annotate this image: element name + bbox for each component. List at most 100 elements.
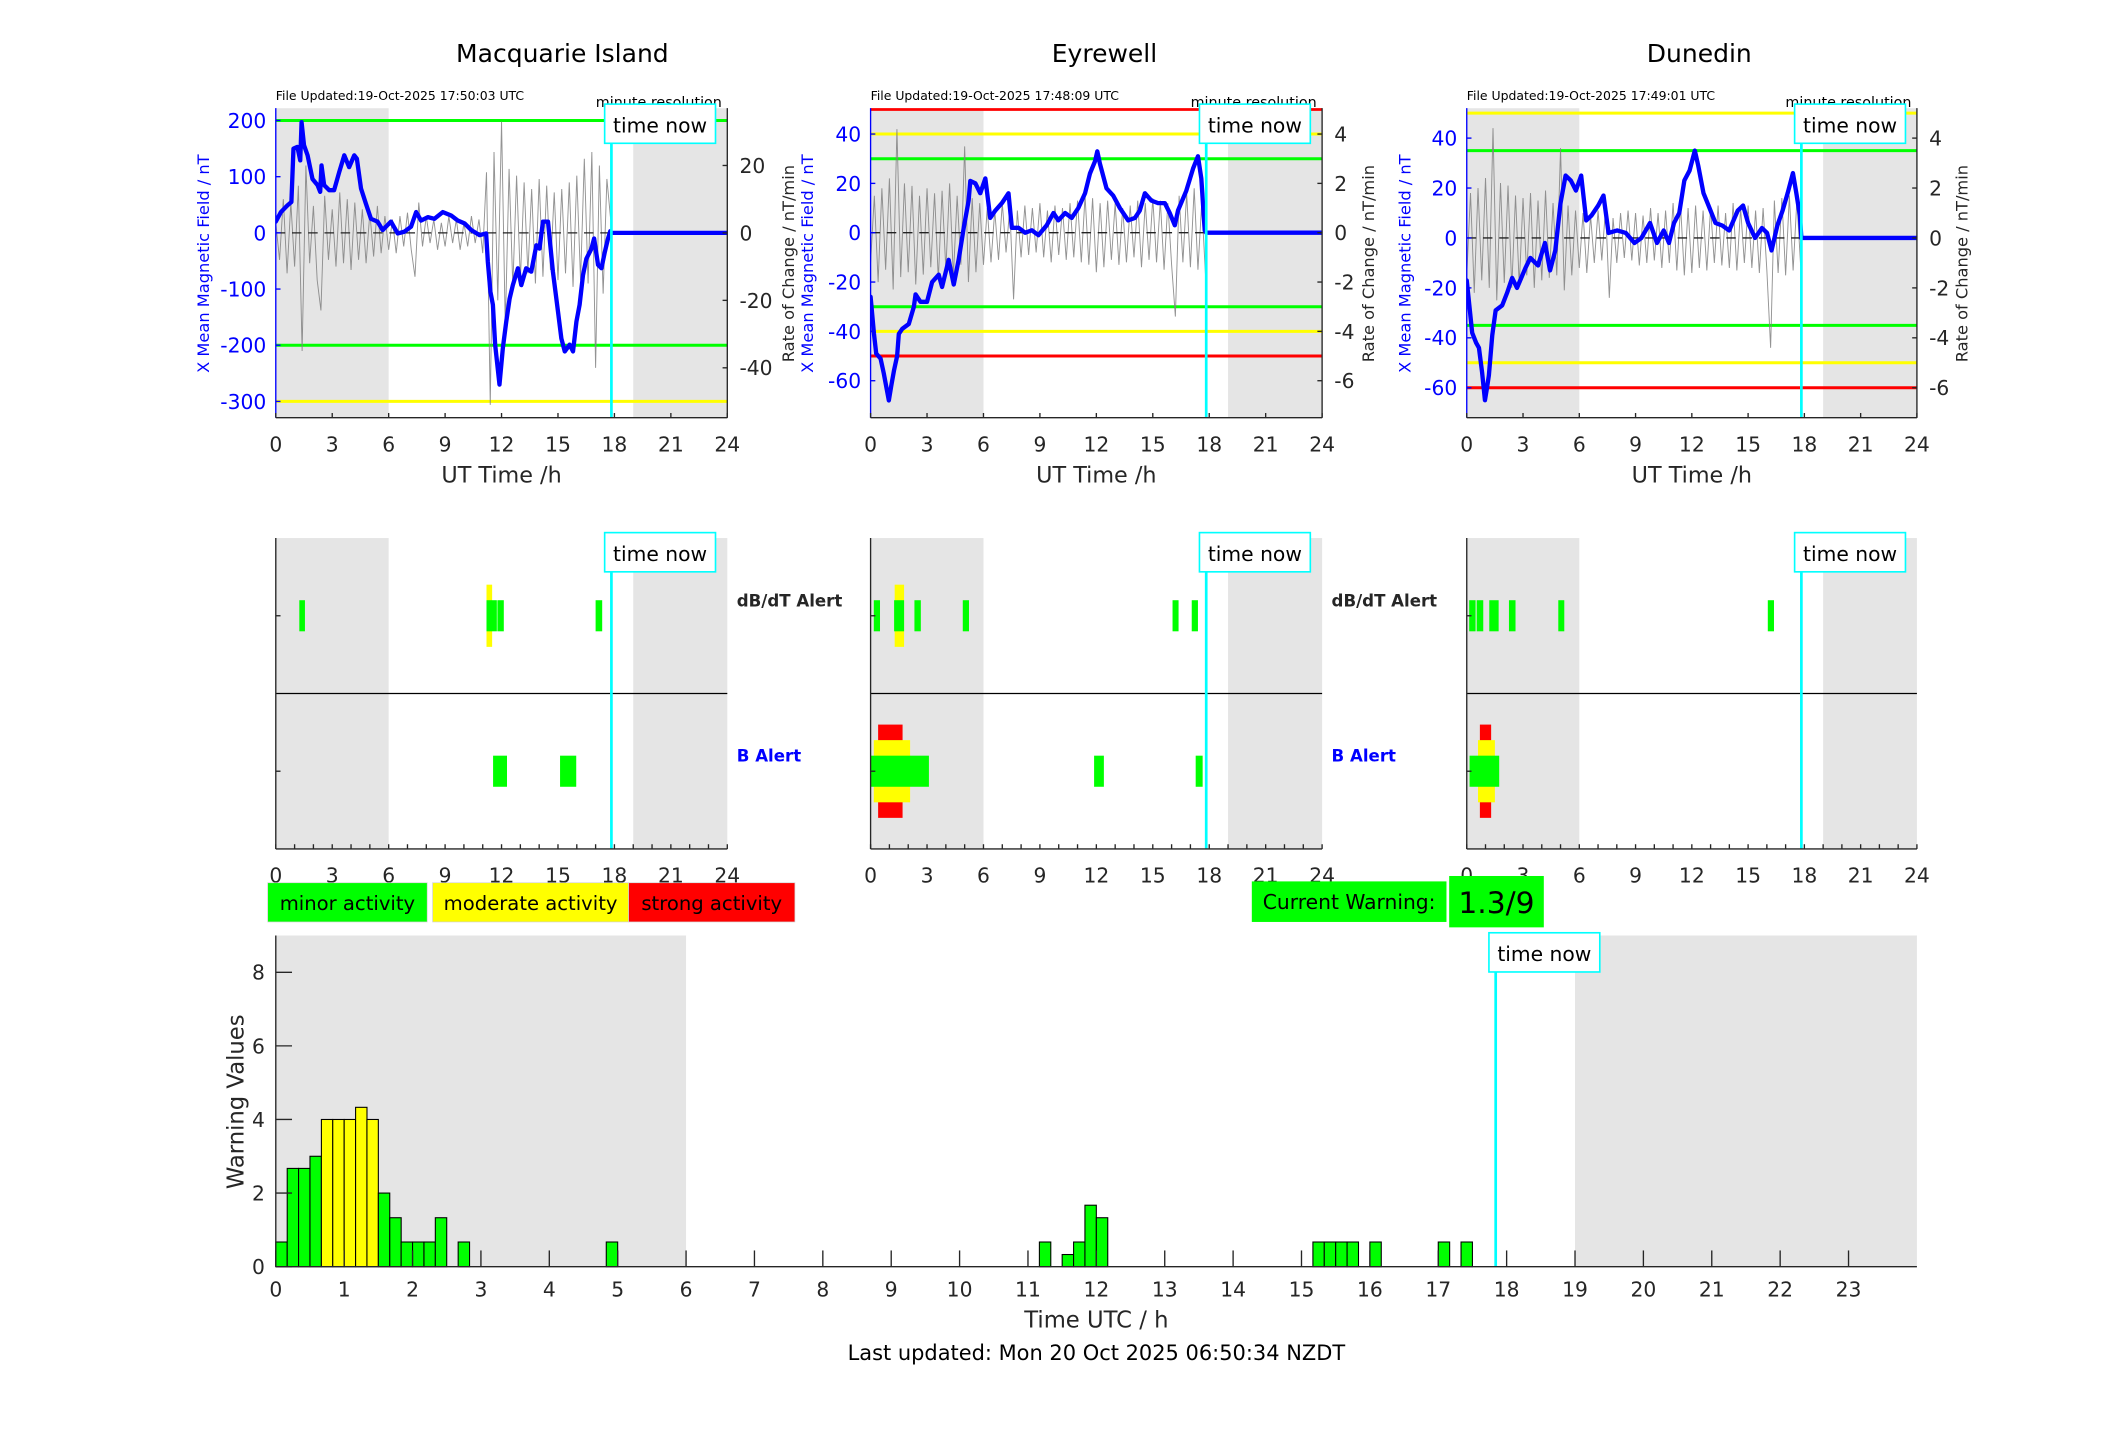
b-row-label: B Alert <box>1332 747 1396 766</box>
x-tick-label: 18 <box>1791 433 1817 457</box>
station-title: Eyrewell <box>1052 39 1157 68</box>
y-right-axis-label: Rate of Change / nT/min <box>779 165 798 362</box>
x-tick-label: 3 <box>474 1277 487 1301</box>
y-right-tick-label: 4 <box>1334 122 1347 146</box>
warning-bar <box>1073 1241 1086 1268</box>
x-tick-label: 12 <box>489 433 515 457</box>
x-tick-label: 8 <box>816 1277 829 1301</box>
time-now-box <box>1488 931 1601 973</box>
time-now-label: time now <box>1803 542 1897 566</box>
dbdt-alert-bar-minor <box>497 600 504 632</box>
time-now-box <box>603 103 717 145</box>
current-warning-value: 1.3/9 <box>1458 886 1534 921</box>
y-right-tick-label: -6 <box>1334 369 1354 393</box>
x-tick-label: 1 <box>338 1277 351 1301</box>
dbdt-alert-bar-minor <box>1767 600 1774 632</box>
warning-bar <box>434 1217 448 1268</box>
dbdt-alert-bar-minor <box>1489 600 1499 632</box>
x-tick-label: 15 <box>1735 864 1761 888</box>
x-axis-label: UT Time /h <box>1632 463 1752 489</box>
y-right-tick-label: 0 <box>1929 226 1942 250</box>
y-right-tick-label: -40 <box>739 356 772 380</box>
x-tick-label: 6 <box>977 864 990 888</box>
y-right-tick-label: 4 <box>1929 127 1942 151</box>
x-tick-label: 3 <box>921 433 934 457</box>
x-tick-label: 12 <box>1083 864 1109 888</box>
x-tick-label: 9 <box>1629 864 1642 888</box>
x-tick-label: 0 <box>864 864 877 888</box>
y-right-axis-label: Rate of Change / nT/min <box>1953 165 1972 362</box>
y-left-axis-label: X Mean Magnetic Field / nT <box>194 154 213 373</box>
time-now-box <box>603 531 717 573</box>
warning-bar <box>423 1241 436 1268</box>
y-right-tick-label: -2 <box>1334 270 1354 294</box>
x-tick-label: 0 <box>269 1277 282 1301</box>
dbdt-alert-bar-minor <box>1469 600 1476 632</box>
dbdt-row-label: dB/dT Alert <box>1332 591 1438 610</box>
x-tick-label: 15 <box>545 433 571 457</box>
time-now-label: time now <box>1208 113 1302 137</box>
dbdt-alert-bar-minor <box>1191 600 1198 632</box>
rate-of-change-line <box>1466 128 1802 348</box>
warning-bar <box>1323 1241 1337 1268</box>
y-right-tick-label: -2 <box>1929 276 1949 300</box>
rate-of-change-line <box>870 129 1206 317</box>
x-tick-label: 5 <box>611 1277 624 1301</box>
plot-area <box>275 108 728 418</box>
y-left-tick-label: 40 <box>1431 127 1457 151</box>
x-tick-label: 9 <box>1033 433 1046 457</box>
x-tick-label: 3 <box>326 864 339 888</box>
warning-bar <box>377 1192 391 1268</box>
y-right-axis-label: Rate of Change / nT/min <box>1359 165 1378 362</box>
x-tick-label: 6 <box>382 864 395 888</box>
dbdt-alert-bar-minor <box>595 600 603 632</box>
y-right-tick-label: -4 <box>1929 326 1949 350</box>
time-now-box <box>1793 531 1907 573</box>
x-tick-label: 21 <box>1848 864 1874 888</box>
x-tick-label: 24 <box>1904 433 1930 457</box>
y-right-tick-label: -20 <box>739 289 772 313</box>
x-tick-label: 9 <box>885 1277 898 1301</box>
y-left-tick-label: 200 <box>228 109 267 133</box>
plot-area <box>870 108 1323 418</box>
eyrewell-field-chart: Eyrewell File Updated:19-Oct-2025 17:48:0… <box>798 39 1378 488</box>
x-mean-field-line <box>1466 148 1917 403</box>
y-left-tick-label: -60 <box>828 369 861 393</box>
x-tick-label: 15 <box>1289 1277 1315 1301</box>
b-alert-bar-minor <box>493 755 507 787</box>
x-tick-label: 19 <box>1562 1277 1588 1301</box>
x-tick-label: 3 <box>921 864 934 888</box>
y-left-tick-label: 40 <box>835 122 861 146</box>
warning-bar <box>320 1118 334 1268</box>
x-tick-label: 11 <box>1015 1277 1041 1301</box>
x-tick-label: 3 <box>326 433 339 457</box>
time-now-label: time now <box>1497 942 1591 966</box>
y-right-tick-label: 0 <box>1334 221 1347 245</box>
charts-layer: Macquarie Island File Updated:19-Oct-2025… <box>194 39 1972 1333</box>
time-now-box <box>1793 103 1907 145</box>
warning-bar <box>1312 1241 1325 1268</box>
x-tick-label: 24 <box>714 433 740 457</box>
legend-strong-label: strong activity <box>641 892 782 915</box>
b-alert-bar-minor <box>1195 755 1203 787</box>
x-tick-label: 21 <box>1253 433 1279 457</box>
dbdt-alert-bar-minor <box>962 600 969 632</box>
dbdt-row-label: dB/dT Alert <box>737 591 843 610</box>
x-tick-label: 16 <box>1357 1277 1383 1301</box>
warning-bar <box>400 1241 414 1268</box>
warning-bar <box>1460 1241 1473 1268</box>
current-warning: Current Warning: 1.3/9 <box>1251 875 1544 928</box>
warning-bar <box>309 1155 322 1268</box>
warning-bar <box>366 1118 379 1268</box>
night-shading <box>870 108 984 418</box>
x-tick-label: 6 <box>1573 864 1586 888</box>
last-updated-label: Last updated: Mon 20 Oct 2025 06:50:34 N… <box>848 1341 1346 1365</box>
y-right-tick-label: 2 <box>1334 172 1347 196</box>
activity-legend: minor activity moderate activity strong … <box>267 882 796 923</box>
warning-bar <box>1061 1253 1075 1268</box>
x-tick-label: 12 <box>1679 433 1705 457</box>
x-axis-label: Time UTC / h <box>1023 1308 1168 1334</box>
warning-bar <box>605 1241 619 1268</box>
